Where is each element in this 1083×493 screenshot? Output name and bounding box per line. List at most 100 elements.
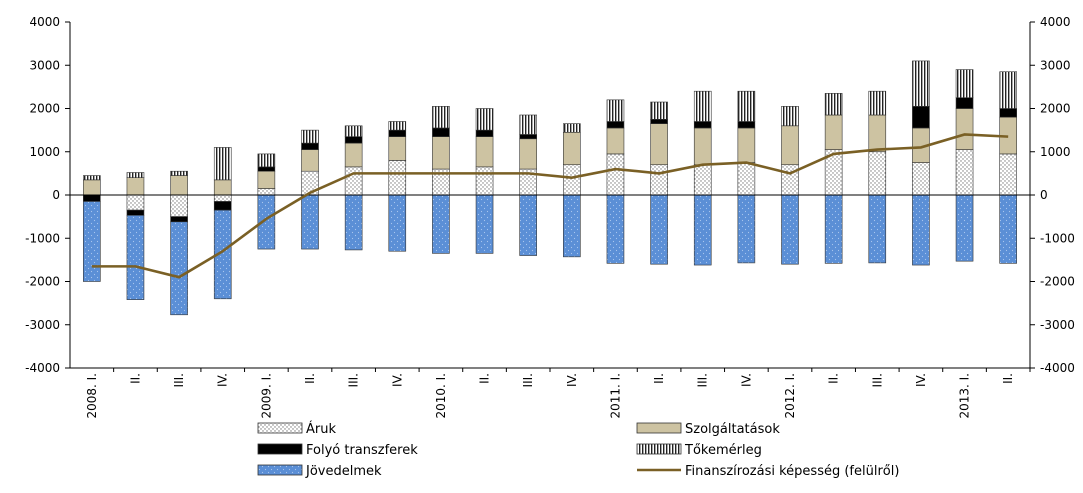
bar-folyo-transzferek <box>126 209 145 216</box>
y-tick-label-left: -2000 <box>25 275 60 289</box>
x-tick-label: IV. <box>914 373 928 387</box>
bar-jovedelmek <box>301 194 319 250</box>
bar-jovedelmek <box>912 194 930 266</box>
bar-szolgaltatasok <box>83 179 101 196</box>
x-tick-label: IV. <box>739 373 753 387</box>
bar-tokemerleg <box>781 106 799 127</box>
x-tick-label: 2010. I. <box>434 373 448 419</box>
legend: Áruk Szolgáltatások Folyó transzferek Tőkem… <box>257 421 899 479</box>
bar-szolgaltatasok <box>606 127 625 155</box>
bar-tokemerleg <box>257 153 276 168</box>
bar-jovedelmek <box>650 194 668 265</box>
x-tick-label: 2008. I. <box>85 373 99 419</box>
bar-jovedelmek <box>475 194 494 254</box>
bar-folyo-transzferek <box>737 121 756 129</box>
legend-label-szolgaltatasok: Szolgáltatások <box>685 422 780 437</box>
bar-jovedelmek <box>344 194 363 251</box>
bar-folyo-transzferek <box>955 97 974 109</box>
bar-tokemerleg <box>912 60 930 107</box>
y-tick-label-right: 1000 <box>1040 145 1071 159</box>
bar-folyo-transzferek <box>475 129 494 137</box>
bar-aruk <box>213 194 232 202</box>
bar-folyo-transzferek <box>432 127 450 137</box>
legend-label-folyo-transzferek: Folyó transzferek <box>306 443 418 458</box>
bar-szolgaltatasok <box>563 131 581 166</box>
bar-aruk <box>606 153 625 196</box>
x-tick-label: IV. <box>390 373 404 387</box>
series-line-finanszirozasi-kepesseg <box>91 133 1009 279</box>
legend-label-aruk: Áruk <box>306 421 336 437</box>
bar-szolgaltatasok <box>432 136 450 170</box>
bar-folyo-transzferek <box>83 194 101 202</box>
bar-folyo-transzferek <box>999 108 1017 118</box>
y-tick-label-left: 1000 <box>29 145 60 159</box>
bar-tokemerleg <box>650 101 668 120</box>
bar-jovedelmek <box>388 194 407 252</box>
x-tick-label: II. <box>478 373 492 384</box>
bar-jovedelmek <box>213 209 232 300</box>
bar-tokemerleg <box>519 114 537 135</box>
y-tick-label-right: 3000 <box>1040 58 1071 72</box>
bar-jovedelmek <box>955 194 974 262</box>
x-tick-label: III. <box>870 373 884 387</box>
bar-jovedelmek <box>170 221 188 316</box>
bar-jovedelmek <box>824 194 843 264</box>
bar-jovedelmek <box>693 194 712 266</box>
bar-jovedelmek <box>999 194 1017 264</box>
bar-folyo-transzferek <box>301 142 319 150</box>
bar-jovedelmek <box>737 194 756 264</box>
bar-tokemerleg <box>388 121 407 131</box>
y-tick-label-right: -2000 <box>1040 275 1075 289</box>
bar-szolgaltatasok <box>781 125 799 166</box>
y-tick-label-left: 4000 <box>29 15 60 29</box>
bar-tokemerleg <box>955 69 974 98</box>
bar-szolgaltatasok <box>737 127 756 163</box>
bar-folyo-transzferek <box>344 136 363 144</box>
x-tick-label: III. <box>521 373 535 387</box>
y-tick-label-right: 0 <box>1040 188 1048 202</box>
x-tick-label: III. <box>172 373 186 387</box>
bar-folyo-transzferek <box>606 121 625 129</box>
x-tick-label: 2013. I. <box>958 373 972 419</box>
bar-tokemerleg <box>126 172 145 178</box>
legend-label-jovedelmek: Jövedelmek <box>305 464 382 479</box>
legend-swatch-aruk <box>257 422 303 434</box>
bar-szolgaltatasok <box>213 179 232 196</box>
bar-tokemerleg <box>344 125 363 137</box>
x-tick-label: II. <box>1001 373 1015 384</box>
bar-aruk <box>868 151 887 196</box>
x-tick-label: II. <box>303 373 317 384</box>
x-tick-label: 2009. I. <box>259 373 273 419</box>
y-tick-label-left: -4000 <box>25 361 60 375</box>
line-layer <box>91 133 1009 279</box>
x-tick-label: IV. <box>565 373 579 387</box>
bar-aruk <box>693 164 712 196</box>
bar-folyo-transzferek <box>257 166 276 172</box>
y-tick-label-left: 3000 <box>29 58 60 72</box>
y-tick-label-left: 2000 <box>29 102 60 116</box>
x-tick-label: II. <box>652 373 666 384</box>
bar-jovedelmek <box>868 194 887 264</box>
bar-szolgaltatasok <box>344 142 363 168</box>
bar-tokemerleg <box>213 147 232 181</box>
legend-label-finanszirozasi-kepesseg-felulrol: Finanszírozási képesség (felülről) <box>685 464 899 479</box>
bar-szolgaltatasok <box>650 123 668 166</box>
bar-szolgaltatasok <box>824 114 843 150</box>
bar-szolgaltatasok <box>693 127 712 166</box>
x-tick-label: IV. <box>216 373 230 387</box>
bar-aruk <box>388 160 407 196</box>
bar-folyo-transzferek <box>388 129 407 137</box>
bar-jovedelmek <box>781 194 799 265</box>
bar-szolgaltatasok <box>475 136 494 168</box>
bar-szolgaltatasok <box>955 108 974 150</box>
bar-aruk <box>170 194 188 217</box>
bar-folyo-transzferek <box>693 121 712 129</box>
legend-label-tokemerleg: Tőkemérleg <box>684 443 762 458</box>
bar-aruk <box>737 162 756 196</box>
bar-tokemerleg <box>301 129 319 144</box>
x-tick-label: II. <box>827 373 841 384</box>
bar-tokemerleg <box>693 90 712 122</box>
bar-tokemerleg <box>606 99 625 122</box>
bar-jovedelmek <box>83 201 101 282</box>
